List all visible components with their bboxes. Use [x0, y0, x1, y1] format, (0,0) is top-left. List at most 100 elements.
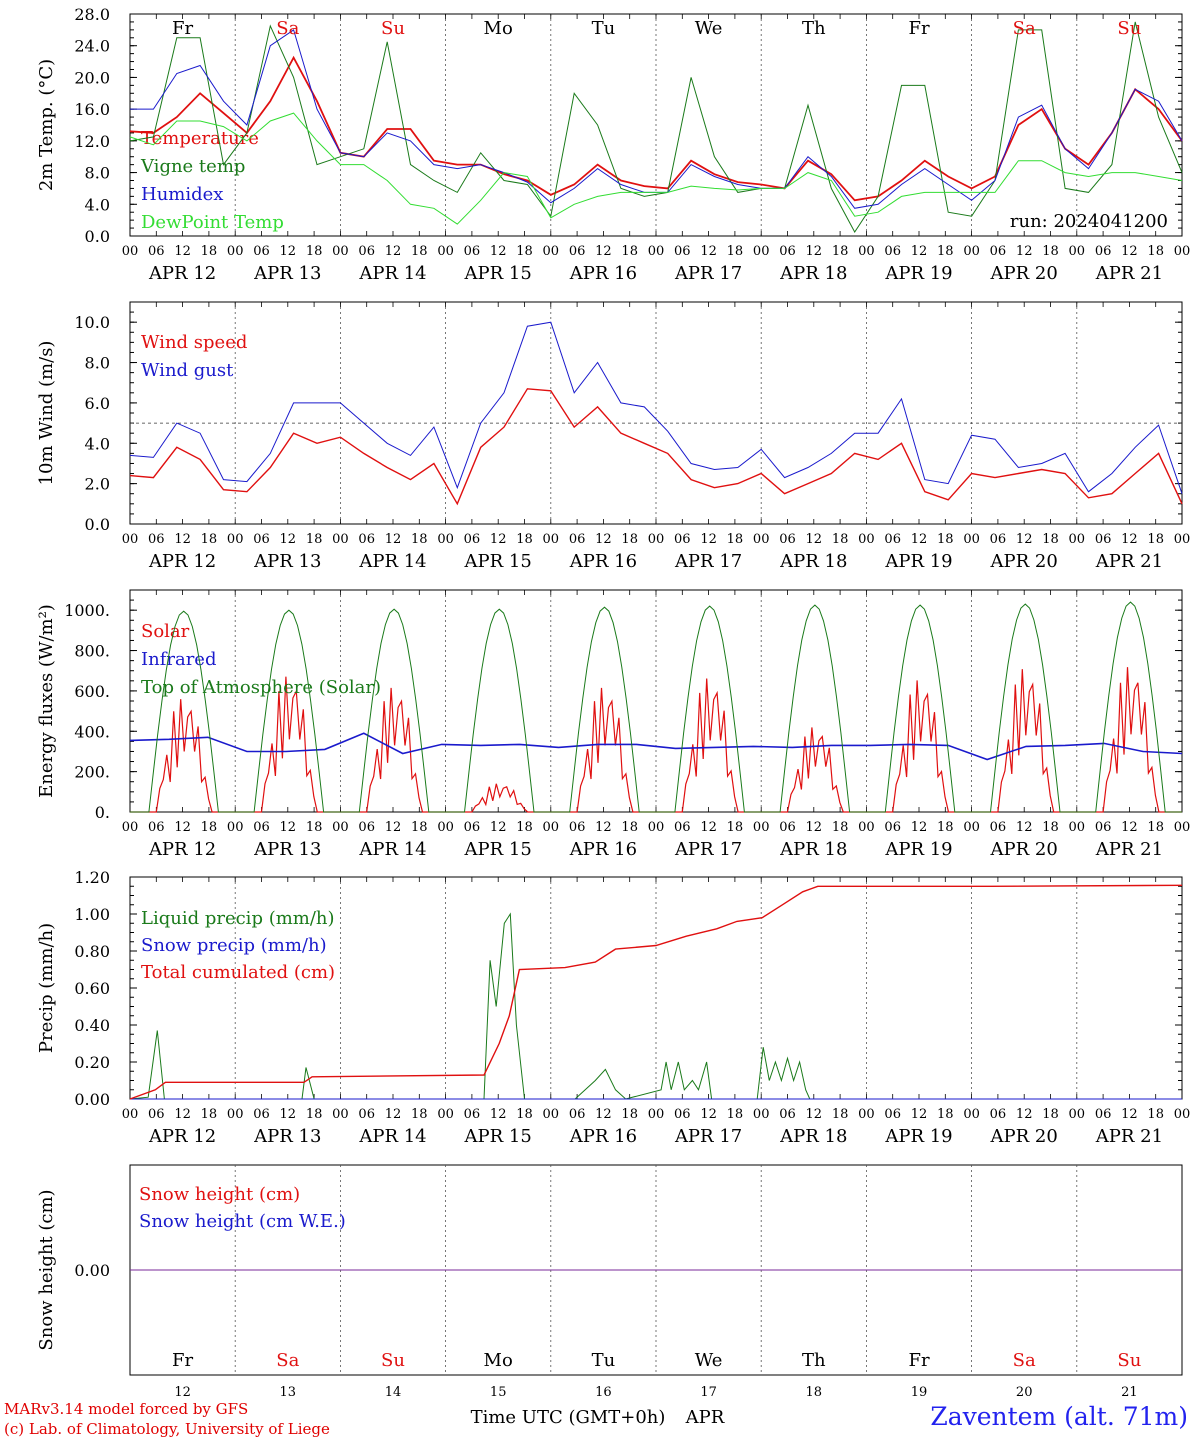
hour-tick-label: 12	[280, 1107, 297, 1122]
day-number-label: 14	[385, 1385, 402, 1400]
hour-tick-label: 00	[1069, 1107, 1086, 1122]
hour-tick-label: 18	[1042, 244, 1059, 259]
hour-tick-label: 00	[227, 820, 244, 835]
hour-tick-label: 00	[963, 244, 980, 259]
hour-tick-label: 00	[122, 532, 139, 547]
hour-tick-label: 18	[1147, 244, 1164, 259]
hour-tick-label: 18	[727, 244, 744, 259]
hour-tick-label: 06	[884, 532, 901, 547]
y-tick-label: 0.00	[74, 1261, 110, 1280]
hour-tick-label: 06	[990, 244, 1007, 259]
y-tick-label: 0.60	[74, 979, 110, 998]
hour-tick-label: 18	[937, 1107, 954, 1122]
hour-tick-label: 06	[674, 244, 691, 259]
hour-tick-label: 18	[201, 1107, 218, 1122]
y-tick-label: 0.0	[85, 227, 110, 246]
hour-tick-label: 06	[674, 820, 691, 835]
hour-tick-label: 18	[306, 820, 323, 835]
legend-entry: Snow height (cm W.E.)	[139, 1211, 346, 1232]
hour-tick-label: 12	[806, 244, 823, 259]
hour-tick-label: 18	[411, 532, 428, 547]
day-label: APR 15	[464, 263, 532, 284]
day-label: APR 14	[358, 839, 426, 860]
weekday-label: Fr	[908, 18, 929, 39]
hour-tick-label: 06	[884, 820, 901, 835]
y-tick-label: 0.00	[74, 1090, 110, 1109]
hour-tick-label: 00	[122, 244, 139, 259]
hour-tick-label: 12	[1121, 1107, 1138, 1122]
hour-tick-label: 00	[1174, 820, 1191, 835]
hour-tick-label: 18	[411, 1107, 428, 1122]
weekday-label: Sa	[276, 1350, 299, 1371]
hour-tick-label: 18	[516, 244, 533, 259]
y-axis-label: Precip (mm/h)	[36, 923, 57, 1053]
run-label: run: 2024041200	[1010, 211, 1168, 232]
y-tick-label: 4.0	[85, 434, 110, 453]
y-tick-label: 8.0	[85, 354, 110, 373]
hour-tick-label: 18	[1042, 1107, 1059, 1122]
hour-tick-label: 00	[543, 820, 560, 835]
y-tick-label: 600.	[74, 682, 110, 701]
hour-tick-label: 00	[963, 1107, 980, 1122]
hour-tick-label: 06	[358, 1107, 375, 1122]
hour-tick-label: 12	[911, 1107, 928, 1122]
day-label: APR 13	[253, 551, 321, 572]
y-axis-label: Energy fluxes (W/m²)	[36, 604, 57, 798]
day-label: APR 12	[148, 263, 216, 284]
y-tick-label: 2.0	[85, 475, 110, 494]
hour-tick-label: 12	[385, 1107, 402, 1122]
hour-tick-label: 06	[358, 532, 375, 547]
y-tick-label: 10.0	[74, 313, 110, 332]
hour-tick-label: 00	[437, 532, 454, 547]
hour-tick-label: 00	[963, 532, 980, 547]
hour-tick-label: 12	[700, 244, 717, 259]
y-tick-label: 0.40	[74, 1016, 110, 1035]
day-label: APR 15	[464, 839, 532, 860]
hour-tick-label: 18	[621, 820, 638, 835]
hour-tick-label: 06	[779, 244, 796, 259]
hour-tick-label: 12	[174, 244, 191, 259]
legend-entry: Liquid precip (mm/h)	[141, 908, 335, 929]
hour-tick-label: 12	[490, 820, 507, 835]
hour-tick-label: 18	[937, 532, 954, 547]
day-label: APR 20	[990, 839, 1058, 860]
y-tick-label: 400.	[74, 722, 110, 741]
hour-tick-label: 06	[253, 532, 270, 547]
hour-tick-label: 06	[884, 1107, 901, 1122]
hour-tick-label: 12	[595, 1107, 612, 1122]
hour-tick-label: 12	[174, 820, 191, 835]
legend-entry: Total cumulated (cm)	[141, 962, 335, 983]
day-label: APR 20	[990, 263, 1058, 284]
hour-tick-label: 18	[201, 244, 218, 259]
weekday-label: Fr	[172, 1350, 193, 1371]
hour-tick-label: 18	[1147, 532, 1164, 547]
hour-tick-label: 18	[1042, 532, 1059, 547]
station-location: Zaventem (alt. 71m)	[930, 1402, 1188, 1431]
y-axis-label: Snow height (cm)	[36, 1189, 57, 1350]
day-number-label: 16	[595, 1385, 612, 1400]
series-line	[130, 389, 1182, 504]
weekday-label: Fr	[908, 1350, 929, 1371]
hour-tick-label: 12	[700, 1107, 717, 1122]
y-tick-label: 1.00	[74, 905, 110, 924]
day-label: APR 16	[569, 551, 637, 572]
hour-tick-label: 18	[937, 244, 954, 259]
day-label: APR 21	[1095, 263, 1163, 284]
hour-tick-label: 18	[621, 1107, 638, 1122]
weekday-label: We	[695, 1350, 723, 1371]
y-tick-label: 0.0	[85, 515, 110, 534]
hour-tick-label: 00	[332, 532, 349, 547]
hour-tick-label: 06	[1095, 532, 1112, 547]
day-number-label: 15	[490, 1385, 507, 1400]
day-label: APR 18	[779, 263, 847, 284]
hour-tick-label: 18	[727, 820, 744, 835]
hour-tick-label: 06	[358, 820, 375, 835]
hour-tick-label: 06	[884, 244, 901, 259]
hour-tick-label: 12	[490, 1107, 507, 1122]
hour-tick-label: 12	[1121, 244, 1138, 259]
y-tick-label: 800.	[74, 642, 110, 661]
hour-tick-label: 12	[911, 532, 928, 547]
y-axis-label: 10m Wind (m/s)	[36, 341, 57, 486]
chart-panel-3: 00 06 12 18 00 06 12 18 00 06 12 18 00 06 12 18 00 06 12 18…	[36, 590, 1190, 860]
hour-tick-label: 18	[516, 1107, 533, 1122]
